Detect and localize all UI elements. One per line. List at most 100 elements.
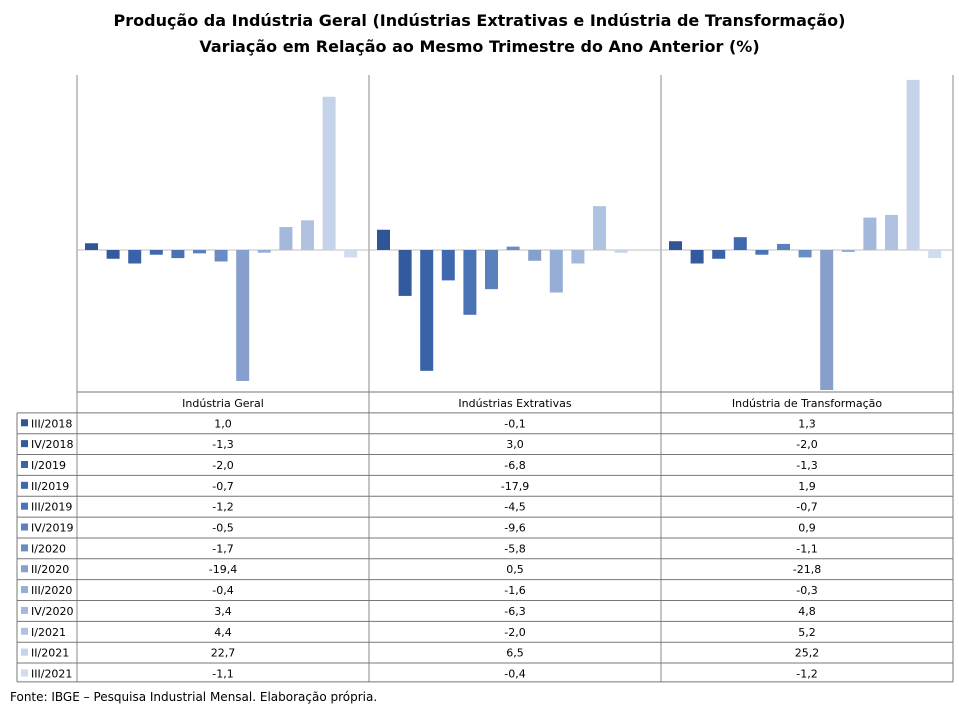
legend-key	[21, 481, 28, 489]
legend-label: IV/2019	[31, 522, 73, 535]
legend-label: IV/2018	[31, 438, 73, 451]
data-label: 3,4	[214, 605, 232, 618]
bar	[322, 96, 336, 251]
legend-label: III/2021	[31, 667, 72, 680]
data-label: 3,0	[506, 438, 524, 451]
legend-key	[21, 627, 28, 635]
data-label: -1,2	[212, 501, 233, 514]
data-label: -21,8	[793, 563, 821, 576]
legend-key	[21, 565, 28, 573]
data-label: -17,9	[501, 480, 529, 493]
legend-key	[21, 460, 28, 468]
bar	[928, 250, 942, 259]
legend-key	[21, 648, 28, 656]
data-label: -5,8	[504, 542, 525, 555]
data-label: -1,6	[504, 584, 525, 597]
data-label: -0,4	[504, 667, 525, 680]
legend-label: II/2021	[31, 647, 69, 660]
bar	[798, 250, 812, 258]
data-label: -2,0	[504, 626, 525, 639]
legend-key	[21, 502, 28, 510]
data-label: -1,3	[212, 438, 233, 451]
legend-key	[21, 523, 28, 531]
legend-key	[21, 586, 28, 594]
data-label: 1,0	[214, 417, 232, 430]
legend-label: II/2019	[31, 480, 69, 493]
bar	[149, 250, 163, 255]
data-label: -19,4	[209, 563, 237, 576]
bar	[841, 250, 855, 253]
data-label: -0,7	[212, 480, 233, 493]
bar	[777, 243, 790, 250]
legend-key	[21, 419, 28, 427]
data-label: 1,9	[798, 480, 816, 493]
bar	[712, 250, 726, 259]
data-label: -1,1	[796, 542, 817, 555]
bar	[257, 250, 271, 253]
data-label: 4,4	[214, 626, 232, 639]
legend-label: II/2020	[31, 563, 69, 576]
data-label: -0,7	[796, 501, 817, 514]
source-footnote: Fonte: IBGE – Pesquisa Industrial Mensal…	[10, 690, 378, 704]
category-label: Indústria Geral	[182, 397, 264, 410]
legend-label: III/2020	[31, 584, 72, 597]
bar	[528, 250, 542, 261]
bar	[301, 220, 314, 250]
data-label: 5,2	[798, 626, 816, 639]
legend-label: III/2018	[31, 417, 72, 430]
data-label: -2,0	[212, 459, 233, 472]
bar	[171, 250, 185, 259]
data-label: -1,7	[212, 542, 233, 555]
legend-label: III/2019	[31, 501, 72, 514]
bar	[571, 250, 585, 264]
bar	[236, 250, 250, 381]
data-label: -1,1	[212, 667, 233, 680]
bar	[733, 237, 747, 250]
bar	[593, 206, 606, 250]
data-label: -1,2	[796, 667, 817, 680]
data-label: -0,5	[212, 522, 233, 535]
data-label: 25,2	[795, 647, 820, 660]
bar	[377, 229, 390, 250]
data-label: 1,3	[798, 417, 816, 430]
bar	[214, 250, 228, 262]
bar	[463, 250, 477, 315]
bar	[755, 250, 769, 255]
bar	[128, 250, 142, 264]
data-label: -6,3	[504, 605, 525, 618]
data-label: 0,9	[798, 522, 816, 535]
bar	[193, 250, 206, 254]
bar	[863, 217, 877, 250]
bar	[279, 227, 293, 250]
legend-key	[21, 440, 28, 448]
legend-key	[21, 669, 28, 677]
data-label: -2,0	[796, 438, 817, 451]
bar	[485, 250, 498, 290]
chart-subtitle: Variação em Relação ao Mesmo Trimestre d…	[199, 37, 760, 56]
data-label: -4,5	[504, 501, 525, 514]
bar	[506, 246, 520, 250]
data-label: 22,7	[211, 647, 236, 660]
bar	[669, 241, 682, 250]
bar	[106, 250, 120, 259]
data-label: 4,8	[798, 605, 816, 618]
category-label: Indústrias Extrativas	[458, 397, 571, 410]
legend-key	[21, 606, 28, 614]
chart-title: Produção da Indústria Geral (Indústrias …	[113, 11, 846, 30]
legend-key	[21, 544, 28, 552]
data-label: -0,3	[796, 584, 817, 597]
legend-label: I/2020	[31, 542, 66, 555]
bar	[441, 250, 455, 281]
data-label: -9,6	[504, 522, 525, 535]
bar	[420, 250, 434, 371]
bar	[549, 250, 563, 293]
legend-label: IV/2020	[31, 605, 73, 618]
data-label: -0,1	[504, 417, 525, 430]
data-label: 0,5	[506, 563, 524, 576]
data-label: -6,8	[504, 459, 525, 472]
category-label: Indústria de Transformação	[732, 397, 883, 410]
data-label: -0,4	[212, 584, 233, 597]
legend-label: I/2019	[31, 459, 66, 472]
bar	[820, 250, 834, 390]
